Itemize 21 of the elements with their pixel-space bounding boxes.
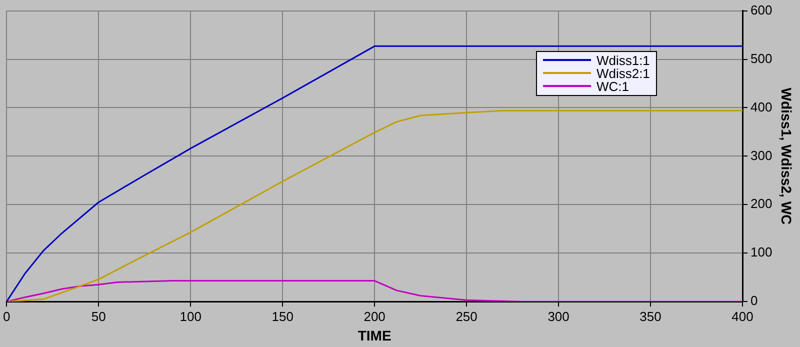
- y-tick-label: 200: [750, 196, 772, 212]
- x-tick-label: 350: [640, 308, 662, 324]
- x-tick-label: 0: [3, 308, 10, 324]
- legend-label: Wdiss2:1: [596, 66, 650, 81]
- y-tick-label: 300: [750, 148, 772, 163]
- y-axis-title: Wdiss1, Wdiss2, WC: [778, 88, 795, 225]
- y-tick-label: 400: [750, 99, 772, 114]
- x-tick-label: 250: [456, 308, 478, 324]
- x-tick-label: 50: [91, 308, 106, 324]
- x-tick-label: 200: [364, 308, 386, 324]
- y-tick-label: 0: [750, 293, 758, 308]
- x-axis-title: TIME: [358, 327, 392, 344]
- legend-label: Wdiss1:1: [596, 52, 650, 68]
- y-tick-label: 500: [750, 50, 772, 66]
- y-tick-label: 600: [750, 2, 772, 18]
- x-tick-label: 150: [272, 308, 294, 324]
- x-tick-label: 400: [732, 308, 754, 324]
- y-tick-label: 100: [750, 244, 772, 260]
- x-tick-label: 300: [548, 308, 570, 324]
- x-tick-label: 100: [180, 308, 202, 324]
- legend-label: WC:1: [596, 78, 629, 94]
